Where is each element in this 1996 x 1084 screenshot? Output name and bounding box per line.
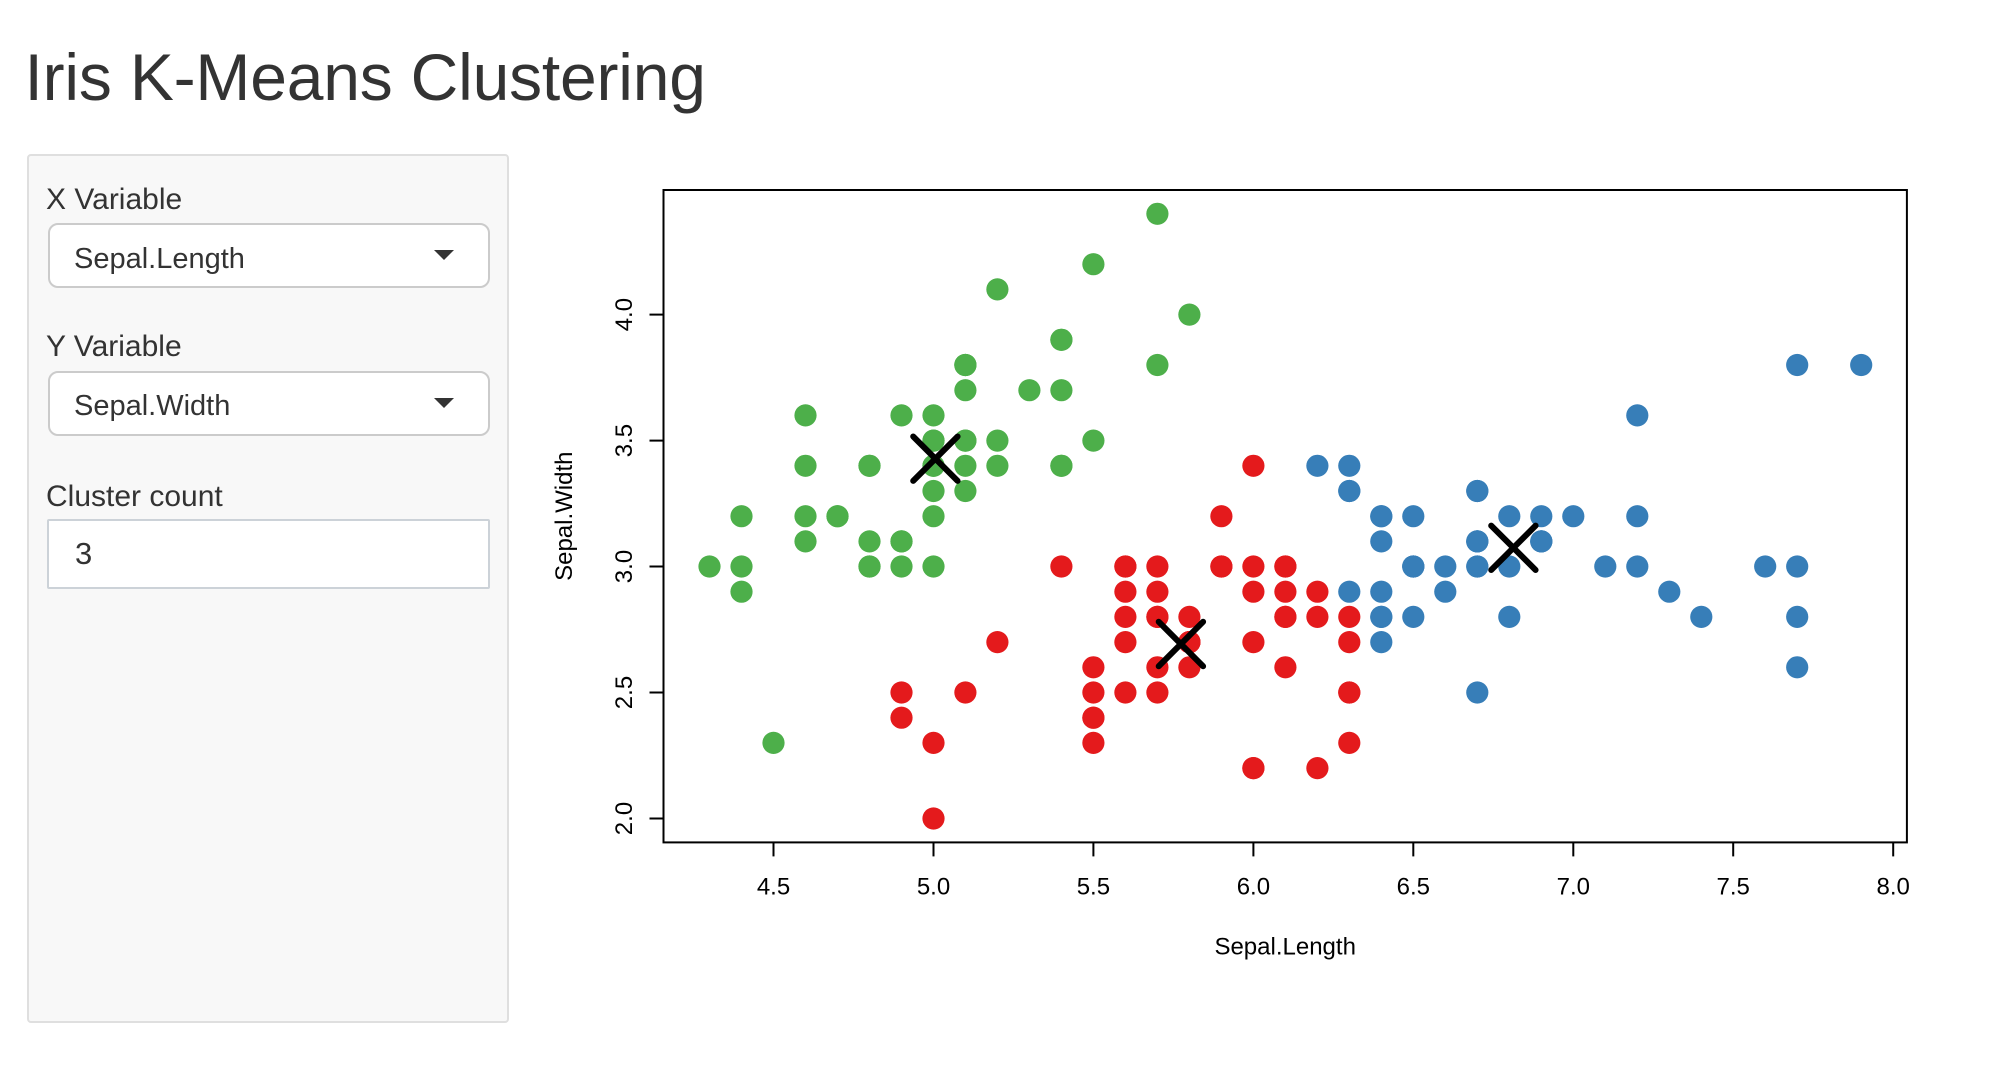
svg-text:2.5: 2.5	[611, 676, 638, 709]
svg-text:5.0: 5.0	[917, 874, 950, 901]
svg-text:4.5: 4.5	[757, 874, 790, 901]
svg-text:8.0: 8.0	[1877, 874, 1910, 901]
svg-text:7.5: 7.5	[1717, 874, 1750, 901]
svg-text:6.0: 6.0	[1237, 874, 1270, 901]
svg-text:5.5: 5.5	[1077, 874, 1110, 901]
svg-text:7.0: 7.0	[1557, 874, 1590, 901]
svg-text:Sepal.Length: Sepal.Length	[1214, 933, 1355, 960]
svg-text:2.0: 2.0	[611, 802, 638, 835]
svg-text:3.0: 3.0	[611, 550, 638, 583]
svg-text:6.5: 6.5	[1397, 874, 1430, 901]
svg-text:Sepal.Width: Sepal.Width	[551, 451, 578, 580]
svg-text:4.0: 4.0	[611, 298, 638, 331]
svg-text:3.5: 3.5	[611, 424, 638, 457]
